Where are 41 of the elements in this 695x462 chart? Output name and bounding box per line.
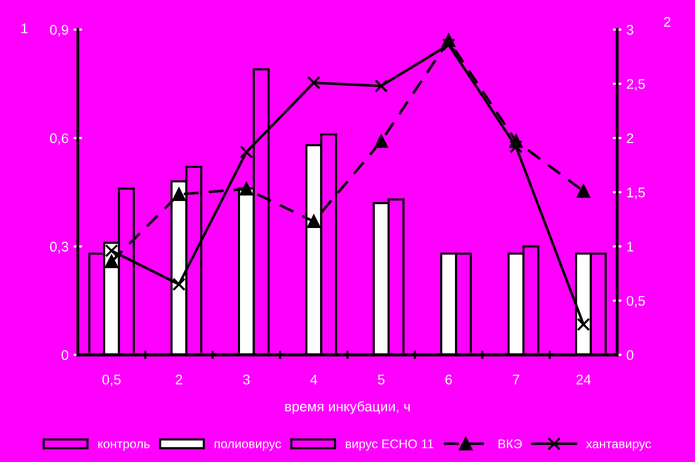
y2-tick-label: 0	[626, 350, 634, 360]
point	[307, 214, 320, 228]
y-tick-label: 0,3	[50, 242, 68, 254]
x-tick-label: 24	[576, 374, 591, 384]
x-axis-title: время инкубации, ч	[285, 401, 410, 414]
point	[374, 134, 388, 148]
point	[442, 38, 456, 52]
y2-tick-label: 2,5	[626, 79, 645, 91]
point	[172, 278, 186, 291]
point	[576, 318, 590, 332]
y-tick-label: 0	[62, 350, 68, 360]
legend-label: ВКЭ	[498, 439, 522, 448]
y-tick-label: 0,9	[50, 24, 68, 36]
x-tick-label: 5	[378, 374, 384, 384]
y2-tick-label: 1,5	[627, 188, 645, 199]
point	[172, 188, 186, 201]
point	[240, 145, 253, 159]
x-tick-label: 2	[176, 374, 182, 384]
y2-tick-label: 0,5	[626, 296, 645, 308]
point	[104, 244, 118, 258]
y2-tick-label: 2	[626, 133, 634, 144]
y-tick-label: 0,6	[50, 133, 68, 145]
x-tick-label: 4	[310, 374, 318, 384]
x-tick-label: 6	[445, 374, 452, 384]
y2-tick-label: 1	[627, 242, 634, 252]
legend-label: хантавирус	[586, 441, 651, 451]
x-tick-label: 0,5	[102, 374, 121, 386]
point	[509, 140, 523, 154]
point	[374, 79, 388, 93]
point	[307, 76, 320, 90]
point	[576, 184, 590, 198]
point	[240, 182, 253, 196]
y2-tick-label: 3	[626, 24, 634, 35]
point	[104, 254, 118, 268]
y2-axis-title: 2	[664, 16, 670, 27]
x-tick-label: 3	[243, 374, 250, 384]
x-tick-label: 7	[512, 374, 520, 384]
legend-label: контроль	[98, 441, 150, 451]
y-axis-title: 1	[22, 24, 28, 34]
legend-label: полиовирус	[214, 441, 281, 451]
legend-label: вирус ECHO 11	[346, 439, 434, 451]
